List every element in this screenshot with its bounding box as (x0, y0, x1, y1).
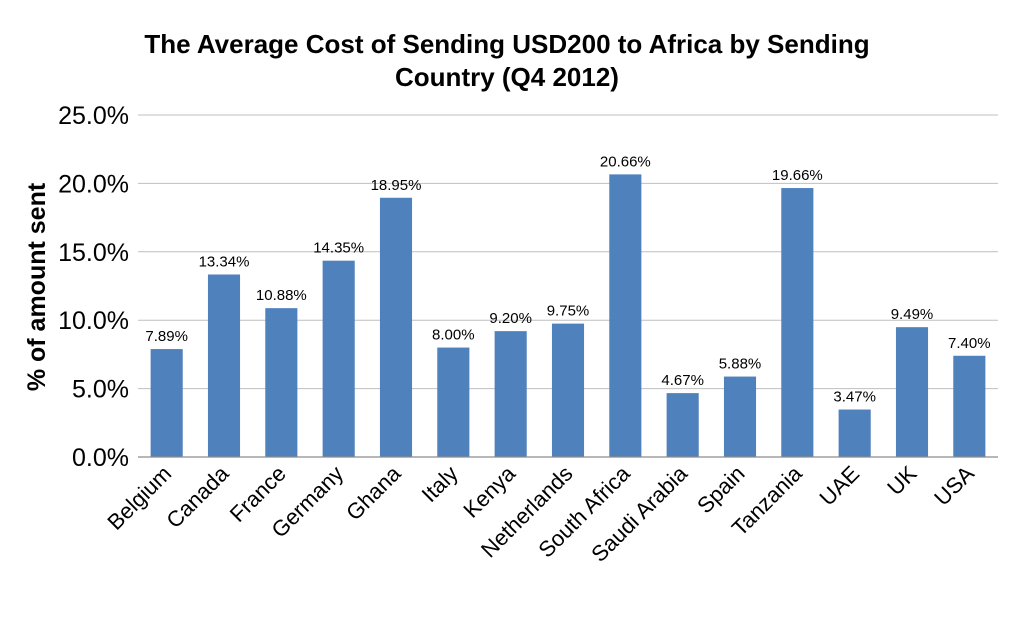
y-tick-label: 20.0% (58, 170, 129, 198)
data-label: 20.66% (600, 153, 651, 170)
bar (265, 308, 298, 457)
data-label: 5.88% (719, 356, 762, 373)
y-tick-label: 10.0% (58, 307, 129, 335)
bar (723, 376, 757, 457)
data-label: 9.75% (547, 303, 590, 320)
chart-title-line-2: Country (Q4 2012) (395, 62, 619, 92)
bar (150, 349, 183, 457)
y-tick-label: 0.0% (72, 444, 129, 472)
data-label: 13.34% (199, 254, 250, 271)
data-label: 7.89% (145, 328, 188, 345)
y-tick-label: 25.0% (58, 102, 129, 130)
x-tick-label: Italy (417, 461, 463, 507)
bar (322, 260, 355, 457)
x-tick-label: Canada (161, 460, 234, 533)
bar (437, 347, 470, 457)
data-label: 9.20% (489, 310, 532, 327)
data-label: 10.88% (256, 287, 307, 304)
data-labels: 7.89% 13.34% 10.88% 14.35% 18.95% 8.00% 9.20% 9… (145, 153, 990, 405)
data-label: 19.66% (772, 167, 823, 184)
data-label: 3.47% (833, 389, 876, 406)
data-label: 4.67% (661, 372, 704, 389)
y-tick-label: 5.0% (72, 376, 129, 404)
data-label: 8.00% (432, 327, 475, 344)
y-axis-label: % of amount sent (23, 182, 51, 391)
bar (895, 327, 929, 457)
data-label: 7.40% (948, 335, 991, 352)
x-tick-label: UK (882, 461, 922, 501)
y-axis-ticks: 0.0% 5.0% 10.0% 15.0% 20.0% 25.0% (58, 102, 129, 472)
y-tick-label: 15.0% (58, 239, 129, 267)
bar (609, 174, 642, 457)
x-tick-label: Ghana (341, 460, 406, 525)
x-tick-label: UAE (815, 461, 865, 511)
bar (379, 197, 413, 457)
chart-title-line-1: The Average Cost of Sending USD200 to Af… (144, 29, 869, 59)
bars (150, 174, 986, 457)
x-tick-label: USA (929, 461, 979, 511)
bar (953, 355, 986, 457)
bar (551, 323, 585, 457)
bar (781, 188, 814, 457)
bar (838, 409, 871, 457)
data-label: 14.35% (313, 240, 364, 257)
data-label: 9.49% (891, 306, 934, 323)
bar (494, 331, 527, 457)
data-label: 18.95% (371, 177, 422, 194)
bar (666, 393, 699, 457)
bar (207, 274, 241, 457)
